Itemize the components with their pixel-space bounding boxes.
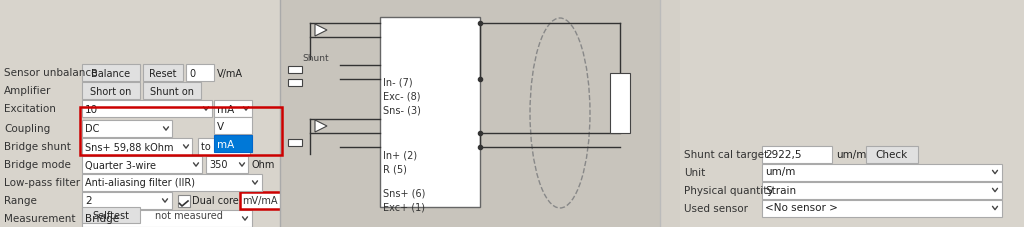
FancyBboxPatch shape	[214, 101, 252, 118]
Text: mA: mA	[217, 139, 234, 149]
FancyBboxPatch shape	[240, 192, 282, 209]
Text: Shunt cal target: Shunt cal target	[684, 149, 768, 159]
FancyBboxPatch shape	[288, 79, 302, 86]
Text: Physical quantity: Physical quantity	[684, 185, 773, 195]
Text: Shunt on: Shunt on	[150, 86, 194, 96]
Text: Sensor unbalance: Sensor unbalance	[4, 68, 97, 78]
Text: Shunt: Shunt	[302, 53, 329, 62]
Text: Reset: Reset	[150, 68, 177, 78]
Text: Range: Range	[4, 195, 37, 205]
Text: mV/mA: mV/mA	[242, 196, 278, 206]
FancyBboxPatch shape	[82, 192, 172, 209]
Text: 0: 0	[189, 68, 196, 78]
FancyBboxPatch shape	[178, 195, 190, 207]
Text: 2: 2	[85, 196, 91, 206]
FancyBboxPatch shape	[82, 101, 212, 118]
Text: Sns+ (6): Sns+ (6)	[383, 188, 425, 198]
Text: Balance: Balance	[91, 68, 131, 78]
Text: Sns- (3): Sns- (3)	[383, 105, 421, 114]
Text: Low-pass filter: Low-pass filter	[4, 177, 80, 187]
FancyBboxPatch shape	[762, 200, 1002, 217]
Text: Bridge shunt: Bridge shunt	[4, 141, 71, 151]
FancyBboxPatch shape	[82, 207, 140, 223]
Text: Dual core: Dual core	[193, 196, 239, 206]
FancyBboxPatch shape	[288, 139, 302, 146]
Text: Anti-aliasing filter (IIR): Anti-aliasing filter (IIR)	[85, 178, 195, 188]
Text: Exc+ (1): Exc+ (1)	[383, 202, 425, 212]
FancyBboxPatch shape	[82, 138, 193, 155]
FancyBboxPatch shape	[82, 83, 140, 100]
Text: Strain: Strain	[765, 185, 796, 195]
FancyBboxPatch shape	[82, 210, 252, 227]
FancyBboxPatch shape	[280, 0, 660, 227]
Text: V/mA: V/mA	[217, 68, 243, 78]
Text: Ohm: Ohm	[252, 160, 275, 170]
Text: Quarter 3-wire: Quarter 3-wire	[85, 160, 156, 170]
Text: In+ (2): In+ (2)	[383, 150, 417, 160]
Text: <No sensor >: <No sensor >	[765, 203, 838, 212]
Text: DC: DC	[85, 124, 99, 134]
Text: mA: mA	[217, 104, 234, 114]
Text: um/m: um/m	[765, 167, 796, 177]
Text: to In+: to In+	[201, 142, 231, 152]
FancyBboxPatch shape	[143, 83, 201, 100]
FancyBboxPatch shape	[206, 156, 248, 173]
Text: Selftest: Selftest	[92, 210, 129, 220]
Text: Sns+ 59,88 kOhm: Sns+ 59,88 kOhm	[85, 142, 173, 152]
FancyBboxPatch shape	[198, 138, 250, 155]
FancyBboxPatch shape	[82, 174, 262, 191]
FancyBboxPatch shape	[762, 182, 1002, 199]
Text: Short on: Short on	[90, 86, 132, 96]
Text: Exc- (8): Exc- (8)	[383, 91, 421, 101]
FancyBboxPatch shape	[762, 164, 1002, 181]
Text: V: V	[217, 121, 224, 131]
Polygon shape	[315, 121, 327, 132]
Text: Amplifier: Amplifier	[4, 86, 51, 96]
Text: not measured: not measured	[155, 210, 223, 220]
FancyBboxPatch shape	[82, 121, 172, 137]
FancyBboxPatch shape	[0, 0, 660, 227]
Text: Bridge mode: Bridge mode	[4, 159, 71, 169]
FancyBboxPatch shape	[866, 146, 918, 163]
FancyBboxPatch shape	[288, 66, 302, 73]
FancyBboxPatch shape	[82, 156, 202, 173]
FancyBboxPatch shape	[214, 135, 252, 152]
Text: 10: 10	[85, 104, 98, 114]
Text: Coupling: Coupling	[4, 123, 50, 133]
FancyBboxPatch shape	[186, 65, 214, 82]
Polygon shape	[315, 25, 327, 37]
FancyBboxPatch shape	[610, 74, 630, 133]
Text: R (5): R (5)	[383, 164, 407, 174]
FancyBboxPatch shape	[82, 65, 140, 82]
Text: 2922,5: 2922,5	[765, 149, 802, 159]
Text: Check: Check	[876, 149, 908, 159]
Text: Used sensor: Used sensor	[684, 203, 748, 213]
Text: 350: 350	[209, 160, 227, 170]
Text: Measurement: Measurement	[4, 213, 76, 223]
FancyBboxPatch shape	[143, 65, 183, 82]
Text: Bridge: Bridge	[85, 214, 119, 224]
FancyBboxPatch shape	[380, 18, 480, 207]
Text: um/m: um/m	[836, 149, 866, 159]
FancyBboxPatch shape	[214, 118, 252, 134]
Text: Unit: Unit	[684, 167, 706, 177]
Text: Excitation: Excitation	[4, 104, 56, 114]
FancyBboxPatch shape	[680, 0, 1024, 227]
Text: In- (7): In- (7)	[383, 77, 413, 87]
FancyBboxPatch shape	[762, 146, 831, 163]
